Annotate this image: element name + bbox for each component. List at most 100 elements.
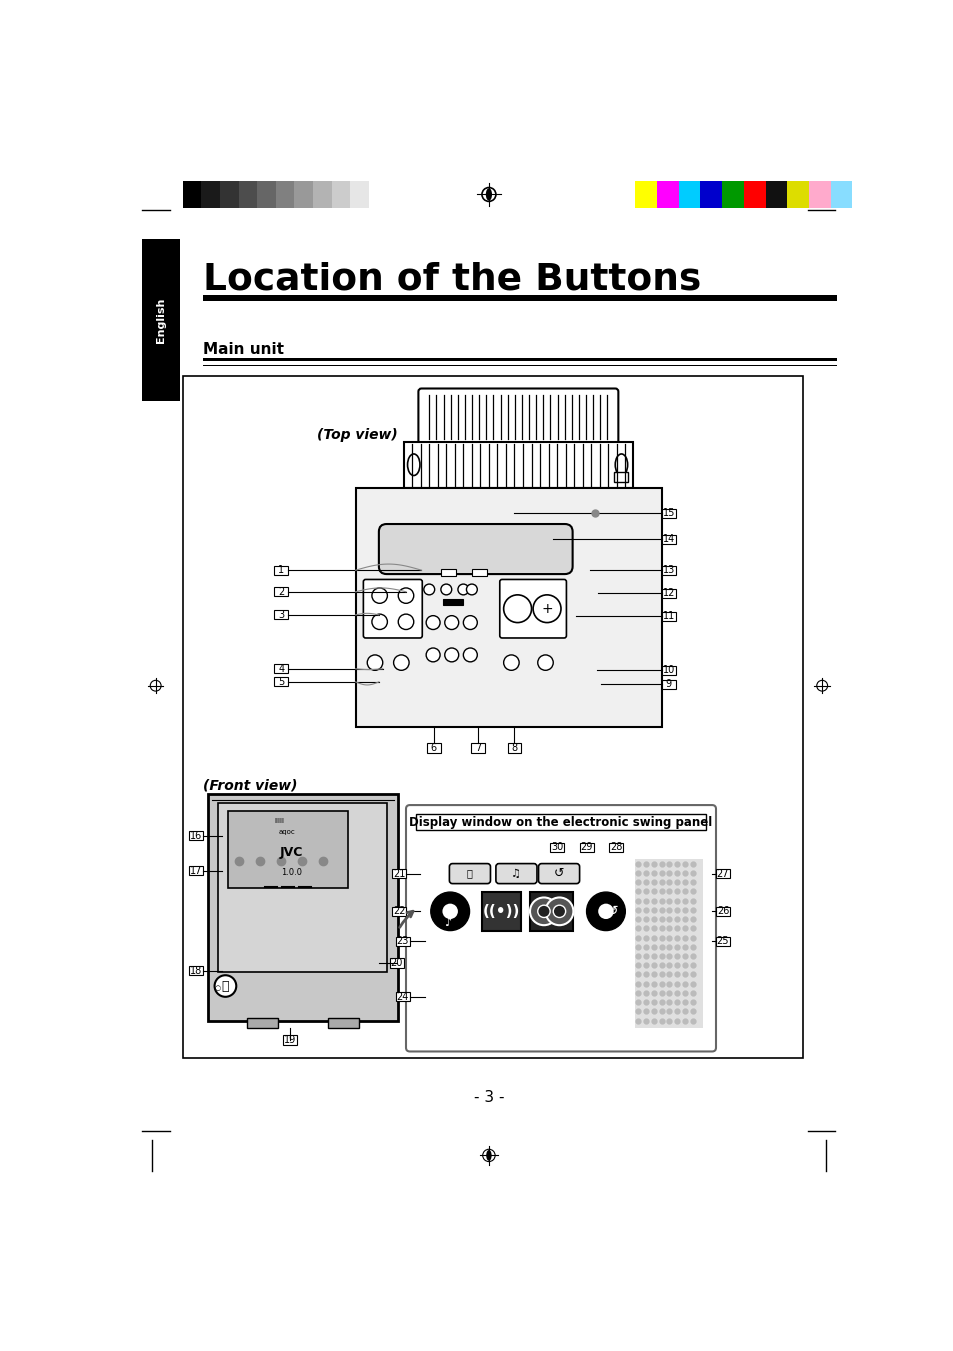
Bar	[416, 813, 705, 831]
Circle shape	[530, 897, 558, 925]
Bar	[661, 680, 675, 689]
Text: Main unit: Main unit	[203, 342, 284, 357]
Bar	[443, 598, 462, 605]
Ellipse shape	[615, 454, 627, 476]
Bar	[247, 1017, 278, 1028]
Circle shape	[150, 681, 161, 692]
Bar	[427, 743, 440, 753]
Circle shape	[503, 594, 531, 623]
Text: 2: 2	[278, 586, 284, 597]
Text: - 3 -: - 3 -	[474, 1090, 503, 1105]
Text: 1: 1	[278, 565, 284, 576]
FancyBboxPatch shape	[378, 524, 572, 574]
Bar	[369, 181, 387, 208]
Circle shape	[367, 655, 382, 670]
Circle shape	[397, 588, 414, 604]
Bar	[613, 473, 627, 482]
Text: (Top view): (Top view)	[316, 428, 397, 443]
Bar	[203, 358, 836, 361]
Text: 25: 25	[716, 936, 728, 946]
Bar	[257, 181, 275, 208]
Circle shape	[553, 905, 565, 917]
Text: ♪: ♪	[444, 917, 451, 928]
Circle shape	[426, 616, 439, 630]
Bar	[203, 296, 836, 301]
Bar	[661, 566, 675, 574]
Circle shape	[816, 681, 827, 692]
Circle shape	[537, 905, 550, 917]
Circle shape	[372, 615, 387, 630]
Text: 15: 15	[661, 508, 674, 519]
Text: 13: 13	[662, 565, 674, 576]
Ellipse shape	[407, 454, 419, 476]
Bar	[392, 869, 406, 878]
Bar	[657, 181, 679, 208]
Bar	[679, 181, 700, 208]
Text: +: +	[540, 601, 553, 616]
Text: 9: 9	[665, 680, 671, 689]
Text: ⌚: ⌚	[466, 869, 472, 878]
FancyBboxPatch shape	[406, 805, 716, 1051]
Circle shape	[503, 655, 518, 670]
Bar	[716, 907, 729, 916]
Text: 12: 12	[661, 588, 674, 598]
Text: 26: 26	[716, 907, 728, 916]
Text: 5: 5	[278, 677, 284, 686]
Circle shape	[397, 615, 414, 630]
Bar	[472, 570, 487, 576]
Bar	[350, 181, 369, 208]
Text: 18: 18	[190, 966, 202, 975]
Bar	[700, 181, 721, 208]
Circle shape	[444, 616, 458, 630]
Text: 8: 8	[511, 743, 517, 753]
Bar	[661, 666, 675, 676]
Bar	[530, 892, 572, 931]
Text: 19: 19	[283, 1035, 295, 1044]
Bar	[208, 793, 397, 1020]
Circle shape	[463, 616, 476, 630]
Text: JVC: JVC	[279, 846, 303, 859]
Bar	[661, 535, 675, 544]
Bar	[481, 892, 520, 931]
Bar	[220, 181, 238, 208]
Bar	[355, 488, 661, 727]
Text: 4: 4	[278, 663, 284, 674]
Bar	[608, 843, 622, 852]
Ellipse shape	[485, 188, 492, 200]
Bar	[282, 1035, 296, 1044]
Bar	[830, 181, 852, 208]
Circle shape	[372, 588, 387, 604]
Bar	[661, 508, 675, 517]
Circle shape	[394, 655, 409, 670]
Text: 16: 16	[190, 831, 202, 840]
Text: ↺: ↺	[606, 904, 618, 919]
Bar	[332, 181, 350, 208]
Text: ♫: ♫	[511, 869, 520, 878]
Text: ○: ○	[214, 985, 220, 990]
Bar	[228, 811, 348, 888]
Bar	[294, 181, 313, 208]
Circle shape	[431, 892, 469, 931]
Text: (Front view): (Front view)	[203, 778, 297, 793]
Circle shape	[457, 584, 468, 594]
Bar	[274, 665, 288, 673]
Text: ⏻: ⏻	[221, 979, 229, 993]
Bar	[716, 936, 729, 946]
Text: 24: 24	[396, 992, 409, 1002]
Bar	[507, 743, 521, 753]
Text: 11: 11	[662, 612, 674, 621]
Circle shape	[545, 897, 573, 925]
Text: 20: 20	[390, 958, 402, 967]
Bar	[189, 866, 203, 875]
Bar	[313, 181, 332, 208]
Circle shape	[466, 584, 476, 594]
FancyBboxPatch shape	[499, 580, 566, 638]
Text: Display window on the electronic swing panel: Display window on the electronic swing p…	[409, 816, 712, 828]
Circle shape	[426, 648, 439, 662]
Text: 7: 7	[475, 743, 480, 753]
Bar	[183, 376, 802, 1058]
Bar	[743, 181, 765, 208]
Circle shape	[463, 648, 476, 662]
Bar	[440, 570, 456, 576]
Text: aqoc: aqoc	[279, 830, 295, 835]
